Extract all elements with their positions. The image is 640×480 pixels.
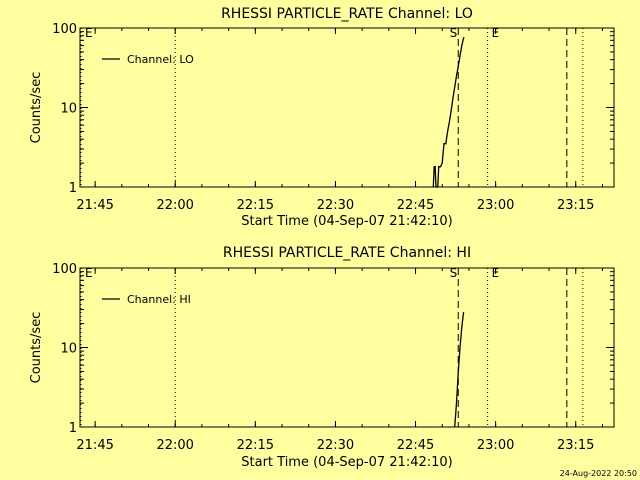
x-tick-label: 22:15 [237,438,274,453]
annotation-label: E [492,266,500,280]
y-tick-label: 1 [69,421,77,436]
y-tick-label: 100 [52,262,77,277]
x-axis-label: Start Time (04-Sep-07 21:42:10) [241,214,452,229]
chart-panel-2: RHESSI PARTICLE_RATE Channel: HI 21:45 22:… [29,245,615,470]
x-tick-label: 21:45 [76,438,113,453]
series-line [432,37,465,188]
chart-panel-1: RHESSI PARTICLE_RATE Channel: LO 21:45 22:… [29,6,615,229]
x-axis-label: Start Time (04-Sep-07 21:42:10) [241,455,452,470]
legend-label: Channel: HI [127,293,191,306]
y-axis-label: Counts/sec [29,72,44,144]
legend-label: Channel: LO [127,53,194,66]
x-tick-label: 22:45 [397,198,434,213]
y-tick-label: 1 [69,181,77,196]
x-tick-label: 22:00 [156,198,193,213]
plot-frame [79,27,615,188]
x-tick-label: 22:30 [317,438,354,453]
x-tick-label: 23:15 [557,438,594,453]
annotation-label: E [85,26,93,40]
x-tick-label: 23:00 [477,438,514,453]
annotation-label: E [492,26,500,40]
x-tick-label: 23:15 [557,198,594,213]
annotation-label: S [450,26,458,40]
x-tick-label: 22:45 [397,438,434,453]
y-tick-label: 10 [60,102,77,117]
y-tick-label: 10 [60,342,77,357]
series-line [454,311,465,428]
chart-title: RHESSI PARTICLE_RATE Channel: HI [223,245,471,261]
x-tick-label: 21:45 [76,198,113,213]
y-axis-label: Counts/sec [29,312,44,384]
annotation-label: S [450,266,458,280]
x-tick-label: 22:30 [317,198,354,213]
x-tick-label: 22:00 [156,438,193,453]
x-tick-label: 23:00 [477,198,514,213]
footer-timestamp: 24-Aug-2022 20:50 [560,469,637,478]
y-tick-label: 100 [52,22,77,37]
plot-frame [79,267,615,428]
chart-title: RHESSI PARTICLE_RATE Channel: LO [221,6,473,22]
annotation-label: E [85,266,93,280]
x-tick-label: 22:15 [237,198,274,213]
